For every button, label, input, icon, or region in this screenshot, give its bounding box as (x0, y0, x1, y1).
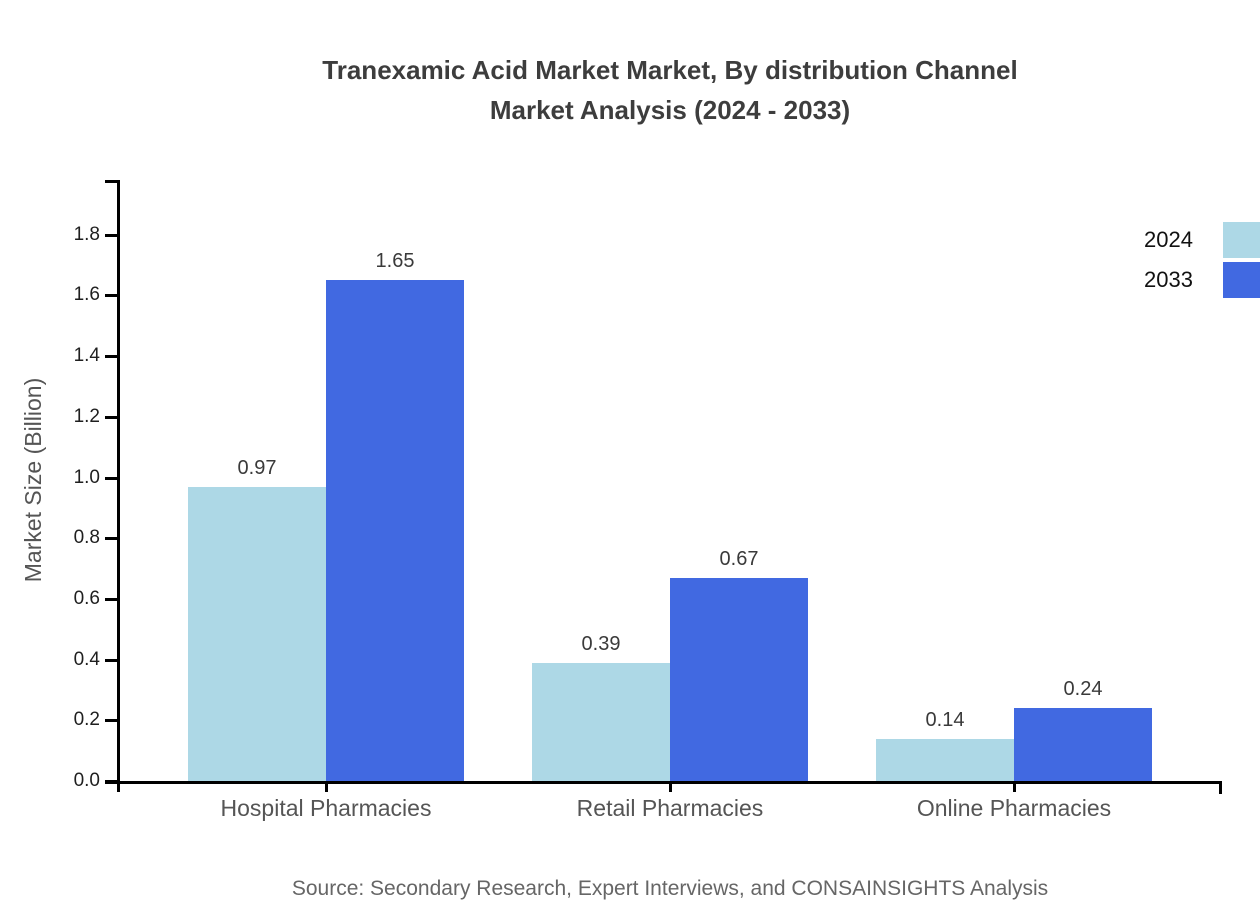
y-axis-tick (105, 658, 117, 662)
bar-2024-1 (532, 663, 670, 781)
legend-swatch-2024 (1223, 222, 1260, 258)
y-axis-tick (105, 719, 117, 723)
bar-value-label: 0.24 (1063, 678, 1103, 700)
x-axis-tick (325, 781, 328, 792)
legend: 2024 2033 (1144, 222, 1260, 302)
legend-swatch-2033 (1223, 262, 1260, 298)
bar-2033-0 (326, 280, 464, 781)
bar-2024-0 (188, 487, 326, 781)
chart-title-line2: Market Analysis (2024 - 2033) (489, 95, 851, 125)
bar-2033-1 (670, 578, 808, 781)
bar-2024-2 (876, 739, 1014, 781)
x-axis-category-label: Retail Pharmacies (576, 795, 764, 821)
y-axis-tick (105, 597, 117, 601)
bar-value-label: 1.65 (375, 250, 415, 272)
source-text: Source: Secondary Research, Expert Inter… (291, 877, 1049, 900)
x-axis-right-cap-tick (1219, 781, 1222, 794)
y-axis-tick-label: 1.4 (73, 345, 100, 367)
x-axis-tick (1013, 781, 1016, 792)
bar-value-label: 0.39 (581, 633, 621, 655)
bar-value-label: 0.67 (719, 548, 759, 570)
y-axis-tick (105, 476, 117, 480)
y-axis-tick-label: 1.8 (73, 223, 100, 245)
legend-label-2024: 2024 (1144, 227, 1193, 252)
y-axis-tick-label: 1.2 (73, 405, 100, 427)
y-axis-tick (105, 294, 117, 298)
y-axis-tick-label: 0.8 (73, 527, 100, 549)
legend-label-2033: 2033 (1144, 267, 1193, 292)
y-axis-tick (105, 233, 117, 237)
bar-value-label: 0.14 (925, 709, 965, 731)
bar-value-label: 0.97 (237, 457, 277, 479)
y-axis-tick-label: 1.6 (73, 284, 100, 306)
y-axis-tick (105, 415, 117, 419)
y-axis-tick-label: 0.6 (73, 587, 100, 609)
legend-item-2033: 2033 (1144, 262, 1260, 298)
x-axis-tick (669, 781, 672, 792)
x-axis-category-label: Online Pharmacies (916, 795, 1112, 821)
y-axis-tick (105, 355, 117, 359)
y-axis-tick-label: 0.4 (73, 648, 100, 670)
y-axis-tick (105, 537, 117, 541)
y-axis-tick-label: 1.0 (73, 466, 100, 488)
legend-item-2024: 2024 (1144, 222, 1260, 258)
chart-title-line1: Tranexamic Acid Market Market, By distri… (322, 55, 1018, 85)
chart-title: Tranexamic Acid Market Market, By distri… (80, 50, 1260, 130)
x-axis-category-label: Hospital Pharmacies (220, 795, 432, 821)
y-axis-tick-label: 0.0 (73, 770, 100, 791)
x-axis-spine (105, 781, 1222, 784)
bar-2033-2 (1014, 708, 1152, 781)
y-axis-tick-label: 0.2 (73, 709, 100, 731)
y-axis-spine (117, 180, 120, 792)
y-axis-top-cap-tick (105, 180, 120, 183)
